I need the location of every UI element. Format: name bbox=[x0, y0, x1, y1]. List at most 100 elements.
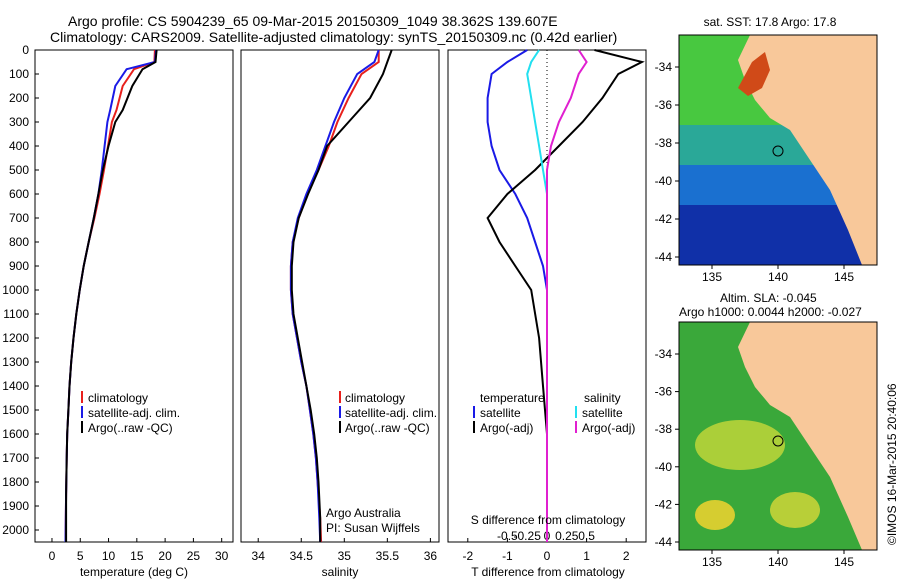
argo-australia-note: Argo Australia bbox=[326, 506, 401, 520]
sla-subtitle: Argo h1000: 0.0044 h2000: -0.027 bbox=[679, 305, 862, 319]
depth-axis: 0 100 200 300 400 500 600 700 800 900 1000 1100 1200… bbox=[2, 43, 39, 537]
temperature-xlabel: temperature (deg C) bbox=[80, 565, 188, 579]
lon-tick-label: 140 bbox=[768, 270, 788, 284]
sla-argo-marker bbox=[772, 435, 784, 447]
salinity-panel-frame bbox=[240, 49, 440, 543]
depth-tick-label: 1800 bbox=[2, 475, 29, 489]
sst-hot-gulf bbox=[738, 52, 770, 96]
depth-tick-label: 1600 bbox=[2, 427, 29, 441]
depth-tick-label: 1100 bbox=[3, 307, 29, 321]
depth-tick-label: 200 bbox=[9, 91, 29, 105]
profile-lines bbox=[64, 49, 645, 543]
salinity-tick-label: 34 bbox=[252, 549, 266, 563]
t-diff-tick-label: -1 bbox=[502, 549, 513, 563]
lat-tick-label: -42 bbox=[655, 497, 673, 511]
temperature-tick-label: 10 bbox=[102, 549, 116, 563]
lat-tick-label: -34 bbox=[655, 60, 673, 74]
depth-tick-label: 1500 bbox=[2, 403, 29, 417]
depth-tick-label: 100 bbox=[9, 67, 29, 81]
depth-tick-label: 500 bbox=[9, 163, 29, 177]
lat-tick-label: -40 bbox=[655, 460, 673, 474]
lon-tick-label: 135 bbox=[702, 555, 722, 569]
profile-title: Argo profile: CS 5904239_65 09-Mar-2015 … bbox=[68, 13, 558, 29]
depth-tick-label: 1200 bbox=[2, 331, 29, 345]
climatology-subtitle: Climatology: CARS2009. Satellite-adjuste… bbox=[50, 29, 618, 45]
lat-tick-label: -44 bbox=[655, 535, 673, 549]
difference-legend: temperature salinity satellite Argo(-adj… bbox=[473, 391, 635, 435]
sst-argo-marker bbox=[772, 145, 784, 157]
temperature-legend: climatology satellite-adj. clim. Argo(..… bbox=[81, 391, 180, 435]
lat-tick-label: -36 bbox=[655, 385, 673, 399]
series-line-salinity-satellite bbox=[526, 49, 548, 542]
series-line-salinity-argo-adj- bbox=[546, 49, 588, 542]
sla-title: Altim. SLA: -0.045 bbox=[720, 291, 817, 305]
lat-tick-label: -38 bbox=[655, 136, 673, 150]
depth-tick-label: 400 bbox=[9, 139, 29, 153]
sla-land bbox=[738, 322, 877, 550]
salinity-tick-label: 34.5 bbox=[290, 549, 314, 563]
series-line-argo-raw-qc- bbox=[65, 49, 158, 542]
pi-note: PI: Susan Wijffels bbox=[326, 521, 420, 535]
legend-argo: Argo(..raw -QC) bbox=[345, 421, 430, 435]
temperature-tick-label: 25 bbox=[187, 549, 201, 563]
depth-tick-label: 2000 bbox=[2, 523, 29, 537]
legend-temperature-head: temperature bbox=[480, 391, 545, 405]
s-diff-tick-label: 0.25 bbox=[555, 529, 579, 543]
depth-tick-label: 700 bbox=[9, 211, 29, 225]
legend-salinity-head: salinity bbox=[584, 391, 621, 405]
series-line-argo-raw-qc- bbox=[290, 49, 393, 542]
lat-tick-label: -40 bbox=[655, 174, 673, 188]
series-line-temperature-satellite bbox=[486, 49, 548, 542]
salinity-tick-label: 35.5 bbox=[376, 549, 400, 563]
depth-tick-label: 600 bbox=[9, 187, 29, 201]
legend-climatology: climatology bbox=[345, 391, 405, 405]
legend-t-argo: Argo(-adj) bbox=[480, 421, 533, 435]
s-difference-label: S difference from climatology bbox=[471, 513, 626, 527]
imos-timestamp: ©IMOS 16-Mar-2015 20:40:06 bbox=[885, 383, 899, 545]
lat-tick-label: -44 bbox=[655, 250, 673, 264]
panel-x-axes: 0 5 10 15 20 25 30 34 34.5 35 35.5 36 -2 -1 0 1 2 -0.5-0.… bbox=[49, 529, 630, 563]
s-diff-tick-label: 0.5 bbox=[578, 529, 595, 543]
t-diff-tick-label: 1 bbox=[583, 549, 590, 563]
legend-s-argo: Argo(-adj) bbox=[582, 421, 635, 435]
temperature-tick-label: 20 bbox=[158, 549, 172, 563]
depth-tick-label: 800 bbox=[9, 235, 29, 249]
lon-tick-label: 145 bbox=[834, 555, 854, 569]
t-diff-tick-label: -2 bbox=[462, 549, 473, 563]
legend-satellite: satellite-adj. clim. bbox=[345, 406, 437, 420]
lon-tick-label: 145 bbox=[834, 270, 854, 284]
t-diff-tick-label: 0 bbox=[544, 549, 551, 563]
sst-title: sat. SST: 17.8 Argo: 17.8 bbox=[704, 15, 837, 29]
series-line-satellite-adj-clim- bbox=[289, 49, 380, 543]
lat-tick-label: -38 bbox=[655, 422, 673, 436]
sla-anomaly-3 bbox=[770, 492, 820, 528]
legend-s-satellite: satellite bbox=[582, 406, 623, 420]
legend-satellite: satellite-adj. clim. bbox=[88, 406, 180, 420]
temperature-tick-label: 30 bbox=[215, 549, 229, 563]
salinity-legend: climatology satellite-adj. clim. Argo(..… bbox=[326, 391, 437, 535]
series-line-climatology bbox=[289, 50, 380, 543]
temperature-tick-label: 5 bbox=[77, 549, 84, 563]
salinity-tick-label: 36 bbox=[424, 549, 438, 563]
t-diff-tick-label: 2 bbox=[623, 549, 630, 563]
s-diff-tick-label: -0.5 bbox=[497, 529, 518, 543]
depth-tick-label: 0 bbox=[22, 43, 29, 57]
legend-climatology: climatology bbox=[88, 391, 148, 405]
depth-tick-label: 1400 bbox=[2, 379, 29, 393]
sla-anomaly-2 bbox=[695, 500, 735, 530]
sst-land bbox=[738, 35, 877, 265]
lon-tick-label: 135 bbox=[702, 270, 722, 284]
difference-xlabel: T difference from climatology bbox=[471, 565, 625, 579]
depth-tick-label: 300 bbox=[9, 115, 29, 129]
legend-t-satellite: satellite bbox=[480, 406, 521, 420]
lat-tick-label: -34 bbox=[655, 347, 673, 361]
lat-tick-label: -36 bbox=[655, 98, 673, 112]
depth-tick-label: 1300 bbox=[2, 355, 29, 369]
lon-tick-label: 140 bbox=[768, 555, 788, 569]
temperature-tick-label: 0 bbox=[49, 549, 56, 563]
temperature-panel-frame bbox=[34, 49, 234, 543]
temperature-tick-label: 15 bbox=[130, 549, 144, 563]
depth-tick-label: 900 bbox=[9, 259, 29, 273]
salinity-tick-label: 35 bbox=[338, 549, 352, 563]
